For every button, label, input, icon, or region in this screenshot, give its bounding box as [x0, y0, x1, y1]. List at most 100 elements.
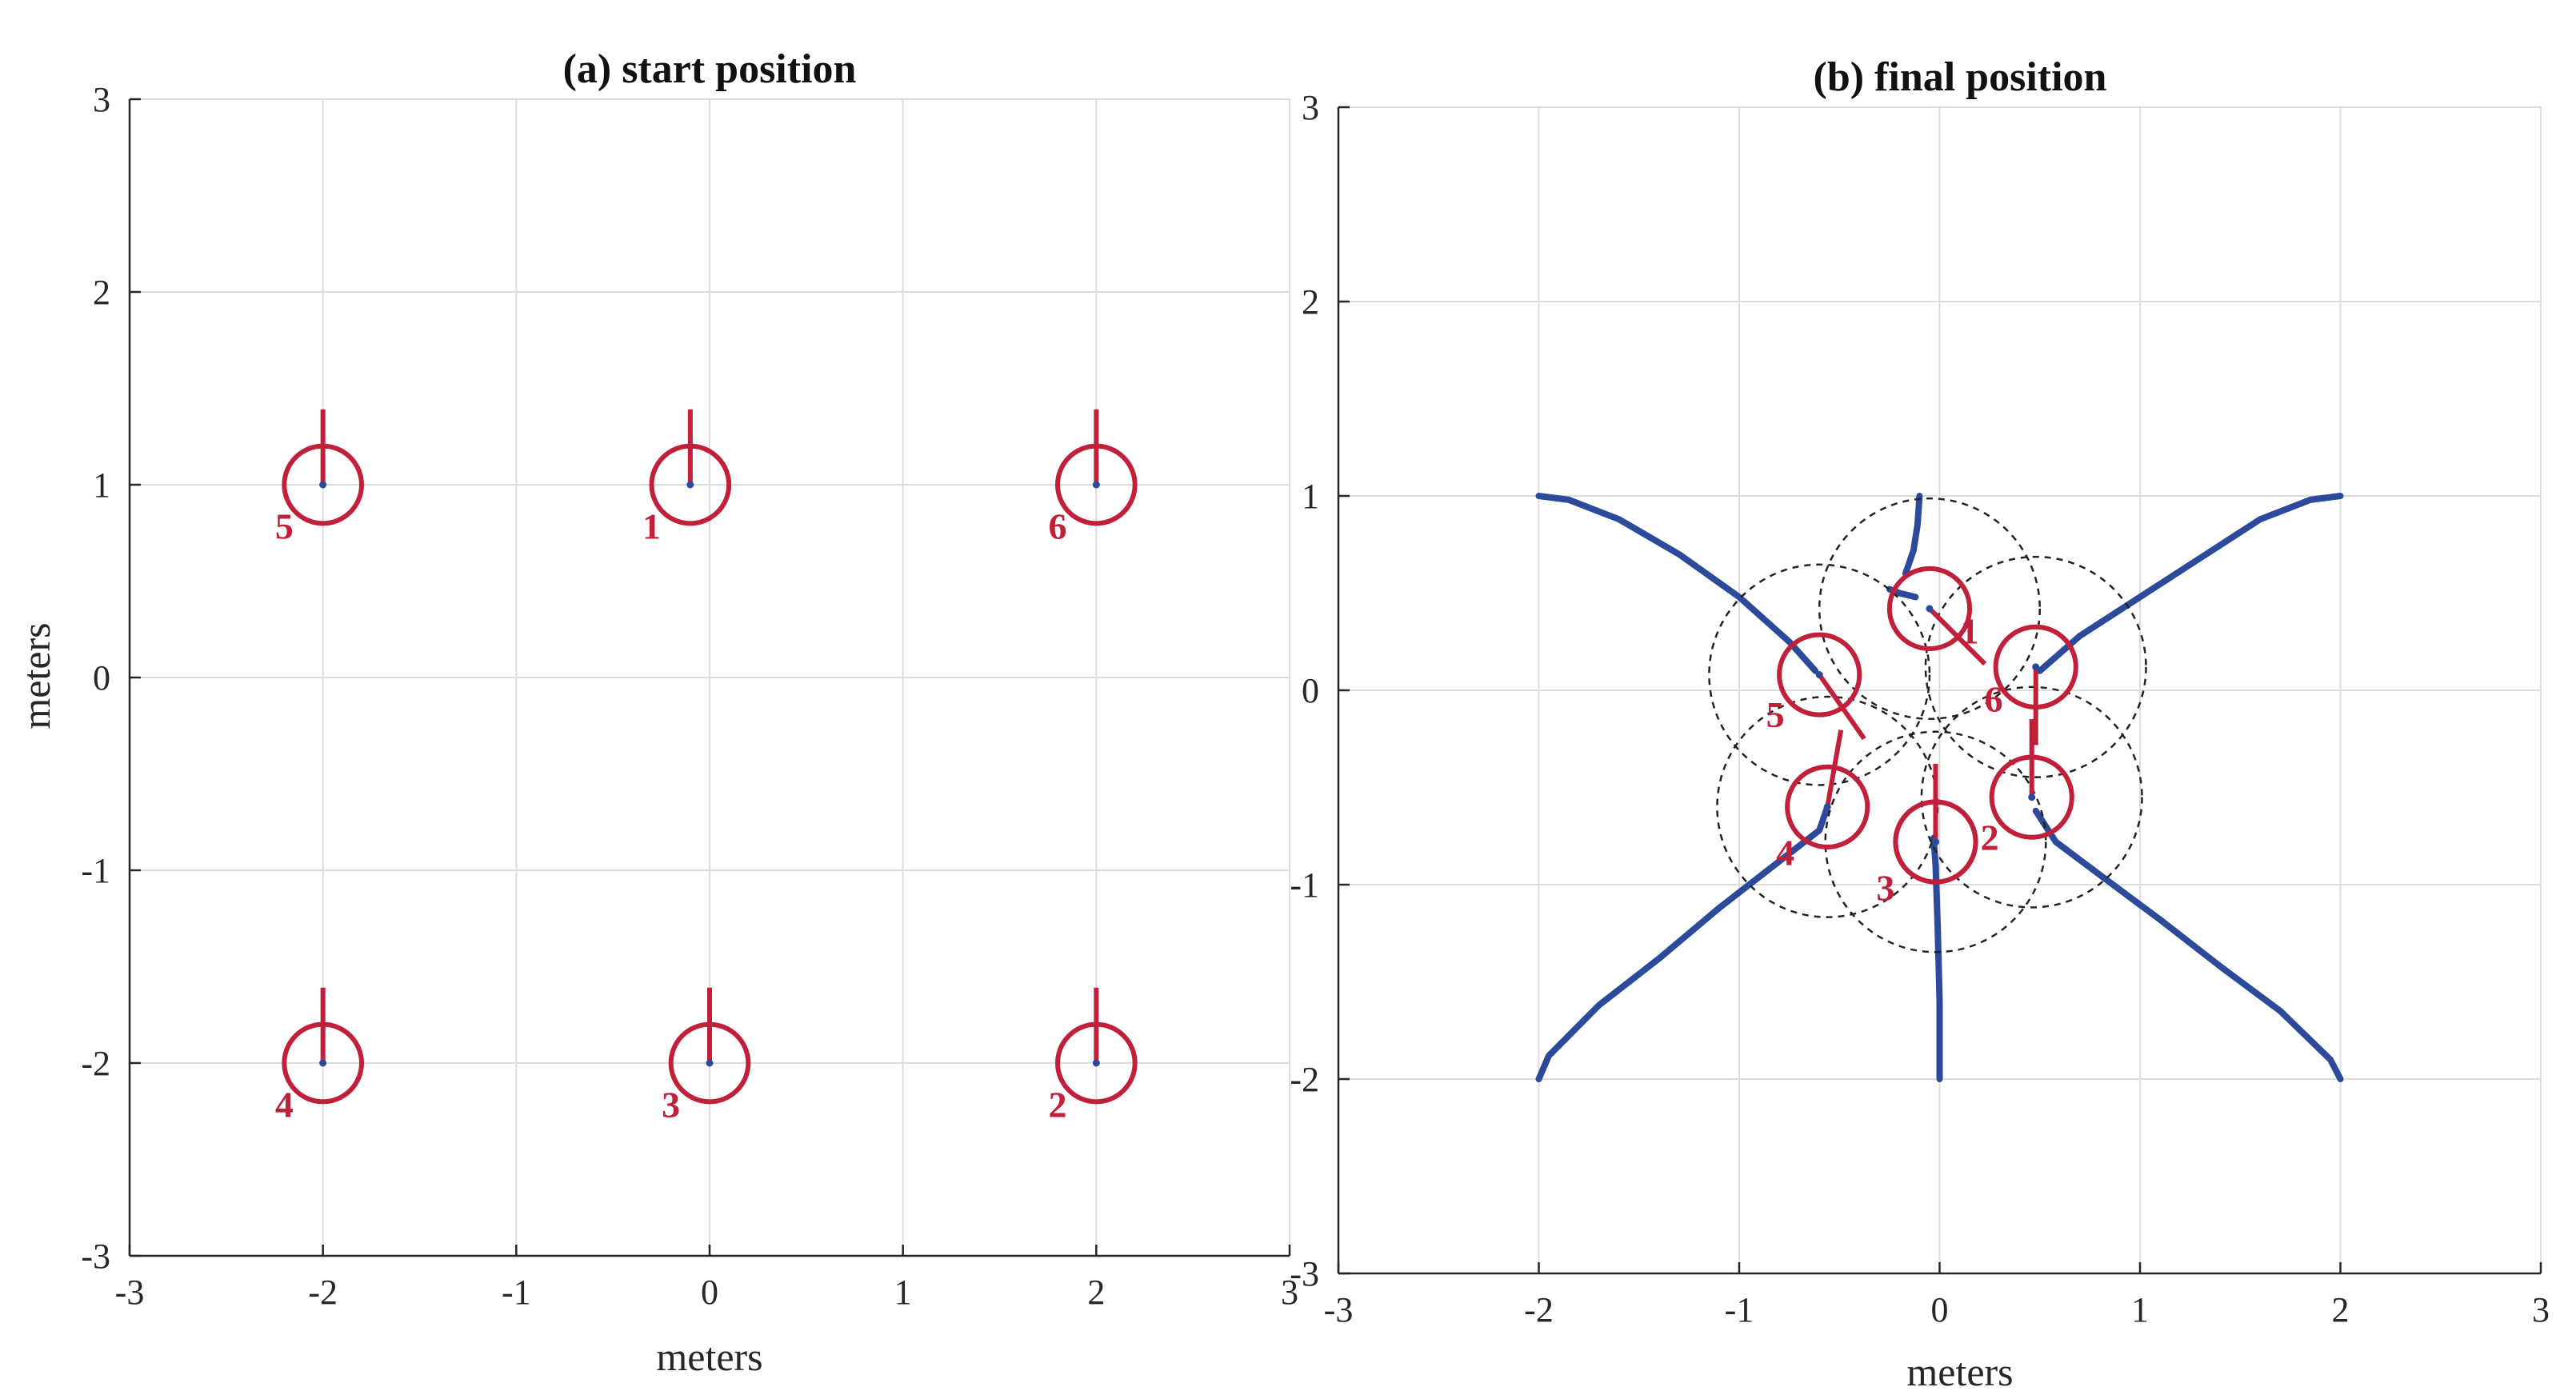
- robot-label: 1: [642, 506, 661, 546]
- robot-label: 5: [275, 506, 294, 546]
- panel-a-x-tick-label: 0: [701, 1273, 718, 1312]
- robot-heading: [1817, 673, 1866, 741]
- panel-a-x-tick-label: 3: [1281, 1273, 1298, 1312]
- panel-a-robot-2: 2: [1049, 987, 1138, 1125]
- panel-a-x-tick-labels: -3 -2 -1 0 1 2 3: [115, 1273, 1298, 1312]
- robot-label: 4: [275, 1084, 294, 1125]
- panel-a-y-tick-label: 3: [93, 80, 110, 119]
- robot-center: [1931, 838, 1939, 846]
- robot-center: [319, 1059, 327, 1067]
- panel-b-y-tick-label: 3: [1302, 88, 1319, 127]
- panel-a-x-axis-label: meters: [656, 1334, 762, 1379]
- panel-b-robot-unlabeled: [1989, 718, 2074, 840]
- panel-b-sensing-range: [1818, 497, 2042, 720]
- panel-b-robot-3: 3: [1876, 763, 1978, 908]
- panel-a-y-tick-label: -3: [81, 1237, 110, 1276]
- robot-label: 6: [1985, 679, 2003, 720]
- panel-b-y-tick-label: -1: [1290, 865, 1319, 905]
- robot-center: [686, 481, 694, 489]
- panel-a-robots: 1 2 3 4 5 6: [275, 409, 1138, 1125]
- panel-b-sensing-range: [1924, 555, 2147, 778]
- panel-b-x-tick-label: -2: [1524, 1290, 1554, 1329]
- panel-b-x-tick-label: 3: [2532, 1290, 2550, 1329]
- panel-a-y-axis-label: meters: [14, 622, 58, 729]
- panel-b-grid: [1338, 106, 2542, 1274]
- panel-b-x-tick-label: -1: [1725, 1290, 1754, 1329]
- panel-b-robots: 1 2 3 4 5 6: [1766, 566, 2078, 908]
- panel-a-robot-4: 4: [275, 987, 364, 1125]
- robot-heading: [1927, 606, 1987, 666]
- robot-label: 3: [1876, 867, 1894, 908]
- panel-b-y-tick-label: 1: [1302, 477, 1319, 516]
- panel-a-x-tick-label: 1: [894, 1273, 912, 1312]
- robot-center: [319, 481, 327, 489]
- panel-b-y-tick-label: -2: [1290, 1060, 1319, 1099]
- panel-b-robot-6: 6: [1985, 624, 2078, 745]
- panel-b-trajectory-1: [1902, 493, 1923, 578]
- panel-a-title: (a) start position: [563, 46, 857, 92]
- panel-b-robot-5: 5: [1766, 632, 1866, 741]
- robot-center: [2028, 793, 2036, 801]
- panel-b-y-tick-labels: -3 -2 -1 0 1 2 3: [1290, 88, 1319, 1293]
- robot-label: 5: [1766, 694, 1785, 735]
- panel-b-y-tick-label: -3: [1290, 1254, 1319, 1293]
- robot-body: [1777, 632, 1862, 717]
- panel-b-x-tick-labels: -3 -2 -1 0 1 2 3: [1324, 1290, 2550, 1329]
- panel-a-y-tick-label: 2: [93, 273, 110, 312]
- panel-a-y-tick-label: -1: [81, 851, 110, 890]
- robot-label: 3: [662, 1084, 680, 1125]
- panel-b-x-tick-label: -3: [1324, 1290, 1354, 1329]
- panel-a-y-tick-label: 1: [93, 466, 110, 505]
- robot-body: [1886, 566, 1973, 652]
- robot-heading: [1825, 729, 1844, 808]
- panel-b-trajectory-7: [2032, 807, 2344, 1082]
- panel-b-x-tick-label: 0: [1931, 1290, 1949, 1329]
- robot-label: 2: [1981, 817, 1999, 857]
- panel-a-robot-3: 3: [662, 987, 751, 1125]
- panel-start-position: 1 2 3 4 5 6 -3 -2 -1 0 1 2 3 -3 -2 -1 0 1 2 3 (a) start p…: [14, 46, 1298, 1379]
- robot-center: [1823, 803, 1831, 811]
- panel-b-trajectory-4: [2036, 493, 2344, 674]
- panel-b-sensing-range: [1824, 730, 2047, 953]
- robot-center: [1092, 481, 1100, 489]
- panel-b-sensing-range: [1920, 686, 2143, 909]
- panel-a-y-tick-label: 0: [93, 658, 110, 698]
- panel-a-axes: [128, 98, 1291, 1257]
- panel-a-grid: [129, 98, 1290, 1257]
- robot-center: [1092, 1059, 1100, 1067]
- robot-body: [1785, 764, 1870, 849]
- panel-a-x-tick-label: -3: [115, 1273, 145, 1312]
- panel-b-trajectory-6: [1930, 834, 1943, 1082]
- robot-label: 1: [1961, 611, 1979, 652]
- panel-final-position: 1 2 3 4 5 6 -3 -2 -1 0 1 2 3 -3 -2 -1 0 1 2 3 (b) final p…: [1290, 54, 2550, 1394]
- panel-b-robot-1: 1: [1886, 566, 1987, 666]
- panel-b-axes: [1337, 106, 2542, 1275]
- panel-b-x-tick-label: 1: [2131, 1290, 2149, 1329]
- panel-b-trajectories: [1535, 493, 2344, 1082]
- robot-center: [2032, 663, 2040, 671]
- robot-center: [706, 1059, 714, 1067]
- panel-a-robot-6: 6: [1049, 409, 1138, 546]
- panel-a-x-tick-label: -1: [502, 1273, 531, 1312]
- panel-b-title: (b) final position: [1814, 54, 2107, 100]
- robot-center: [1926, 605, 1934, 613]
- panel-a-y-tick-label: -2: [81, 1044, 110, 1083]
- panel-b-trajectory-3: [1535, 493, 1819, 674]
- panel-a-robot-1: 1: [642, 409, 732, 546]
- panel-b-robot-4: 4: [1776, 729, 1870, 873]
- panel-a-x-tick-label: -2: [308, 1273, 338, 1312]
- robot-label: 6: [1049, 506, 1067, 546]
- panel-b-x-tick-label: 2: [2332, 1290, 2350, 1329]
- panel-a-robot-5: 5: [275, 409, 364, 546]
- robot-label: 2: [1049, 1084, 1067, 1125]
- panel-b-robot-2: 2: [1893, 763, 1999, 885]
- panel-b-trajectory-5: [1535, 803, 1831, 1082]
- panel-b-y-tick-label: 2: [1302, 282, 1319, 322]
- robot-center: [1815, 671, 1823, 679]
- panel-a-y-tick-labels: -3 -2 -1 0 1 2 3: [81, 80, 110, 1276]
- panel-b-sensing-range: [1708, 563, 1931, 786]
- panel-b-x-axis-label: meters: [1906, 1349, 2013, 1394]
- robot-label: 4: [1776, 833, 1794, 873]
- panel-b-y-tick-label: 0: [1302, 671, 1319, 710]
